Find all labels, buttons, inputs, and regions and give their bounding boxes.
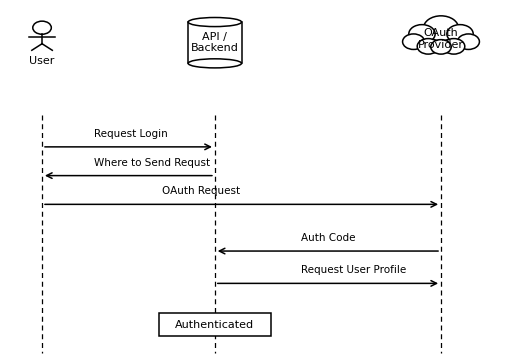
Text: Authenticated: Authenticated: [175, 320, 254, 330]
Ellipse shape: [188, 59, 242, 68]
Text: Request Login: Request Login: [94, 129, 168, 139]
Text: OAuth
Provider: OAuth Provider: [418, 28, 464, 50]
Text: Where to Send Requst: Where to Send Requst: [94, 158, 210, 168]
Bar: [188, 22, 242, 63]
Circle shape: [443, 39, 465, 54]
Text: User: User: [29, 56, 55, 67]
Circle shape: [409, 25, 435, 43]
Circle shape: [424, 16, 458, 41]
Text: Auth Code: Auth Code: [301, 233, 355, 243]
Circle shape: [457, 34, 479, 50]
Text: OAuth Request: OAuth Request: [162, 186, 240, 197]
Ellipse shape: [188, 17, 242, 26]
Bar: [159, 313, 271, 336]
Circle shape: [431, 39, 451, 54]
Circle shape: [447, 25, 473, 43]
Circle shape: [403, 34, 425, 50]
Text: Request User Profile: Request User Profile: [301, 265, 406, 275]
Circle shape: [417, 39, 439, 54]
Text: API /
Backend: API / Backend: [191, 32, 239, 54]
